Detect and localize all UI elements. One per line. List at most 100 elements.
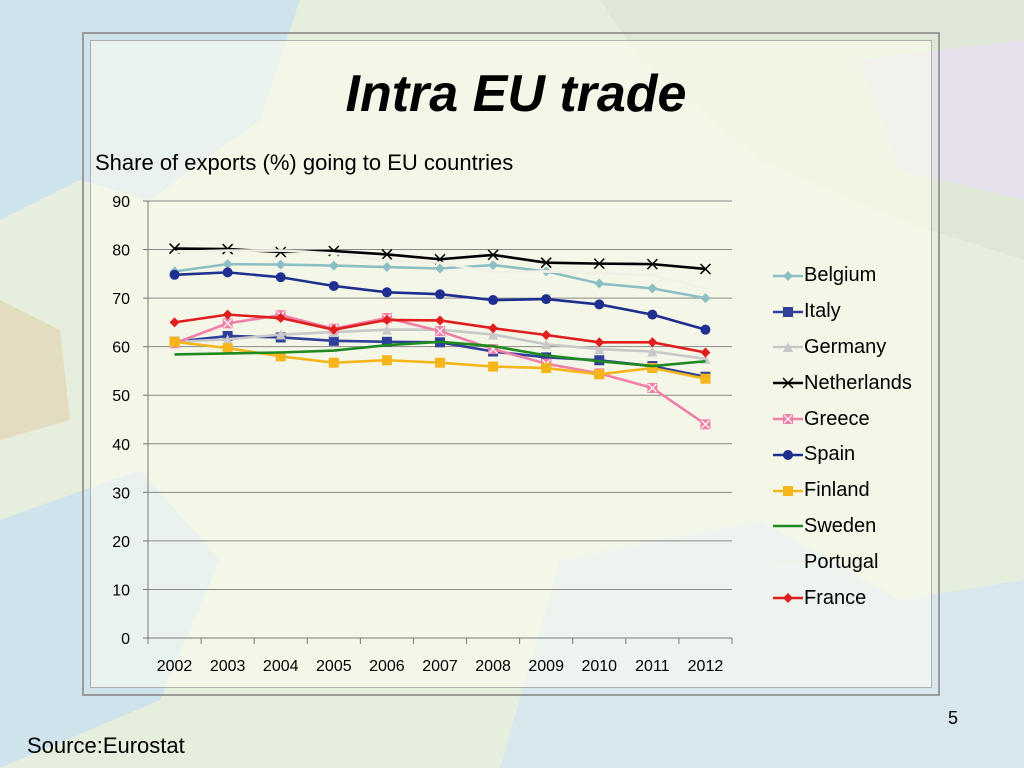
slide-number: 5	[948, 708, 959, 728]
y-tick-label: 10	[112, 582, 130, 599]
series-italy	[169, 330, 711, 382]
marker-cross	[435, 326, 445, 336]
legend-swatch-marker	[783, 270, 793, 281]
legend-label: Netherlands	[804, 371, 912, 394]
series-spain	[169, 267, 711, 335]
series-france	[169, 309, 711, 358]
chart-legend: Belgium Italy Germany Netherlands Greece Spai…	[772, 258, 942, 616]
data-point-france	[435, 315, 445, 326]
data-point-greece	[222, 318, 233, 329]
legend-item-portugal: Portugal	[772, 544, 942, 580]
data-point-france	[647, 337, 658, 348]
legend-label: Germany	[804, 335, 887, 358]
data-point-france	[700, 347, 711, 358]
data-point-france	[488, 323, 499, 334]
y-tick-label: 60	[112, 340, 130, 357]
legend-swatch-marker	[783, 342, 793, 353]
series-line-portugal	[174, 249, 706, 290]
y-tick-label: 80	[112, 243, 130, 260]
legend-item-sweden: Sweden	[772, 509, 942, 545]
data-point-finland	[169, 336, 180, 347]
data-point-france	[275, 313, 286, 324]
data-point-finland	[541, 363, 552, 374]
data-point-italy	[328, 335, 339, 346]
legend-label: Portugal	[804, 550, 879, 573]
data-point-france	[594, 337, 605, 348]
data-point-netherlands	[487, 249, 499, 261]
series-portugal	[174, 249, 706, 290]
data-point-finland	[488, 361, 499, 372]
legend-swatch-marker	[783, 485, 793, 496]
data-point-greece	[647, 382, 658, 393]
legend-item-germany: Germany	[772, 330, 942, 366]
data-point-germany	[594, 344, 605, 355]
data-point-spain	[700, 324, 711, 335]
data-point-belgium	[328, 260, 339, 271]
x-tick-label: 2007	[422, 658, 458, 675]
legend-label: Belgium	[804, 264, 877, 287]
y-tick-label: 50	[112, 388, 130, 405]
legend-item-greece: Greece	[772, 401, 942, 437]
legend-swatch-spain	[773, 449, 803, 460]
data-point-germany	[647, 346, 658, 357]
legend-swatch-marker	[783, 414, 793, 425]
data-point-spain	[328, 280, 339, 291]
legend-item-finland: Finland	[772, 473, 942, 509]
data-point-netherlands	[593, 258, 605, 270]
data-point-netherlands	[381, 248, 393, 260]
series-line-sweden	[174, 340, 706, 368]
data-point-spain	[594, 299, 605, 310]
data-point-germany	[541, 339, 552, 350]
data-point-greece	[700, 419, 711, 430]
marker-cross	[223, 318, 233, 328]
chart-axes	[143, 200, 733, 644]
data-point-netherlands	[222, 243, 234, 255]
source-note: Source:Eurostat	[27, 733, 185, 758]
data-point-spain	[488, 295, 499, 306]
data-point-italy	[381, 336, 392, 347]
x-tick-label: 2011	[635, 658, 670, 675]
data-point-germany	[381, 324, 392, 335]
legend-swatch-sweden	[773, 525, 803, 528]
data-point-finland	[594, 369, 605, 380]
y-axis-tick-labels: 0 10 20 30 40 50 60 70 80 90	[112, 194, 130, 648]
legend-swatch-marker	[782, 377, 794, 389]
legend-item-france: France	[772, 580, 942, 616]
x-tick-label: 2008	[475, 658, 511, 675]
legend-label: Finland	[804, 479, 870, 502]
x-tick-label: 2012	[688, 658, 724, 675]
legend-swatch-italy	[773, 306, 803, 317]
data-point-belgium	[435, 263, 445, 274]
data-point-netherlands	[646, 258, 658, 270]
data-point-germany	[488, 329, 499, 340]
data-point-spain	[647, 309, 658, 320]
y-tick-label: 90	[112, 194, 130, 211]
y-tick-label: 30	[112, 485, 130, 502]
y-tick-label: 70	[112, 291, 130, 308]
x-tick-label: 2003	[210, 658, 246, 675]
data-point-finland	[275, 351, 286, 362]
data-point-spain	[381, 287, 392, 298]
y-tick-label: 40	[112, 437, 130, 454]
x-tick-label: 2009	[528, 658, 564, 675]
data-point-finland	[328, 357, 339, 368]
data-point-belgium	[381, 262, 392, 273]
data-point-france	[541, 330, 552, 341]
data-point-finland	[435, 357, 445, 368]
legend-swatch-marker	[783, 449, 793, 460]
legend-swatch-marker	[783, 306, 793, 317]
data-point-italy	[541, 352, 552, 363]
data-point-spain	[275, 272, 286, 283]
data-point-belgium	[275, 259, 286, 270]
y-tick-label: 0	[121, 631, 130, 648]
legend-label: Spain	[804, 443, 856, 466]
slide-frame-inner	[90, 40, 932, 688]
data-point-france	[328, 324, 339, 335]
data-point-spain	[541, 294, 552, 305]
data-point-netherlands	[540, 257, 552, 269]
data-point-finland	[381, 355, 392, 366]
chart-series	[169, 243, 711, 430]
legend-label: Sweden	[804, 514, 877, 537]
x-tick-label: 2006	[369, 658, 405, 675]
